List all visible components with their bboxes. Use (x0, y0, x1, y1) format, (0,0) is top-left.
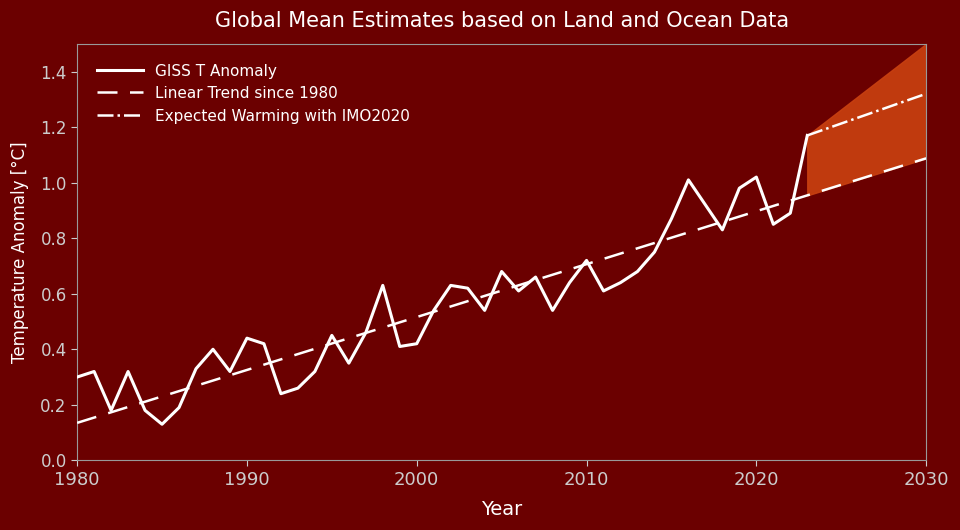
Title: Global Mean Estimates based on Land and Ocean Data: Global Mean Estimates based on Land and … (215, 11, 789, 31)
GISS T Anomaly (444, 282, 456, 288)
GISS T Anomaly (733, 185, 745, 191)
GISS T Anomaly (428, 307, 440, 314)
GISS T Anomaly (547, 307, 559, 314)
Expected Warming with IMO2020 (802, 132, 813, 139)
GISS T Anomaly (122, 368, 133, 375)
GISS T Anomaly (700, 202, 711, 208)
X-axis label: Year: Year (481, 500, 522, 519)
GISS T Anomaly (581, 257, 592, 263)
GISS T Anomaly (768, 221, 780, 227)
GISS T Anomaly (71, 374, 83, 380)
GISS T Anomaly (190, 366, 202, 372)
GISS T Anomaly (106, 407, 117, 413)
GISS T Anomaly (394, 343, 405, 350)
GISS T Anomaly (614, 279, 626, 286)
GISS T Anomaly (632, 268, 643, 275)
GISS T Anomaly (513, 288, 524, 294)
GISS T Anomaly (665, 216, 677, 222)
GISS T Anomaly (411, 341, 422, 347)
GISS T Anomaly (207, 346, 219, 352)
GISS T Anomaly (173, 404, 184, 411)
Legend: GISS T Anomaly, Linear Trend since 1980, Expected Warming with IMO2020: GISS T Anomaly, Linear Trend since 1980,… (84, 51, 422, 136)
GISS T Anomaly (241, 335, 252, 341)
Expected Warming with IMO2020 (921, 91, 932, 97)
GISS T Anomaly (784, 210, 796, 216)
GISS T Anomaly (343, 360, 354, 366)
GISS T Anomaly (649, 249, 660, 255)
GISS T Anomaly (802, 132, 813, 139)
GISS T Anomaly (530, 274, 541, 280)
GISS T Anomaly (564, 279, 575, 286)
GISS T Anomaly (258, 341, 270, 347)
Line: Expected Warming with IMO2020: Expected Warming with IMO2020 (807, 94, 926, 136)
GISS T Anomaly (156, 421, 168, 427)
Y-axis label: Temperature Anomaly [°C]: Temperature Anomaly [°C] (12, 142, 29, 363)
GISS T Anomaly (292, 385, 303, 391)
GISS T Anomaly (716, 227, 728, 233)
GISS T Anomaly (479, 307, 491, 314)
GISS T Anomaly (309, 368, 321, 375)
GISS T Anomaly (139, 407, 151, 413)
GISS T Anomaly (326, 332, 338, 339)
GISS T Anomaly (462, 285, 473, 292)
Line: GISS T Anomaly: GISS T Anomaly (77, 136, 807, 424)
GISS T Anomaly (276, 391, 287, 397)
GISS T Anomaly (751, 174, 762, 180)
GISS T Anomaly (360, 330, 372, 336)
GISS T Anomaly (598, 288, 610, 294)
GISS T Anomaly (377, 282, 389, 288)
GISS T Anomaly (88, 368, 100, 375)
GISS T Anomaly (225, 368, 236, 375)
GISS T Anomaly (683, 176, 694, 183)
GISS T Anomaly (496, 268, 508, 275)
